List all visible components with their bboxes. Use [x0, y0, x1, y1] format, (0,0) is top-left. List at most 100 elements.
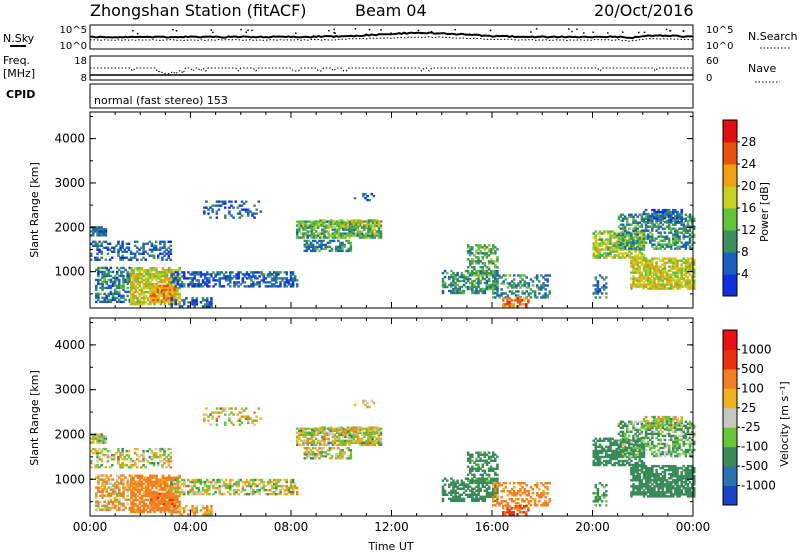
power-echo-cell	[509, 274, 511, 276]
velocity-echo-cell	[183, 491, 185, 493]
power-echo-cell	[595, 276, 597, 278]
power-echo-cell	[153, 255, 155, 257]
power-echo-cell	[224, 214, 226, 216]
velocity-echo-cell	[183, 479, 185, 481]
power-echo-cell	[488, 244, 490, 246]
power-echo-cell	[488, 278, 490, 280]
colorbar-tick-label: 28	[741, 135, 756, 149]
power-echo-cell	[505, 274, 507, 276]
power-echo-cell	[340, 219, 342, 221]
velocity-echo-cell	[332, 428, 334, 430]
power-echo-cell	[294, 275, 296, 277]
power-echo-cell	[513, 278, 515, 280]
velocity-echo-cell	[224, 421, 226, 423]
nsky-dot	[666, 29, 668, 31]
nsky-dot	[210, 29, 212, 31]
colorbar-segment	[723, 120, 737, 143]
nsky-dot	[669, 30, 671, 32]
colorbar-segment	[723, 252, 737, 275]
nsky-dot	[240, 29, 242, 31]
nsky-dot	[172, 29, 174, 31]
power-echo-cell	[105, 228, 107, 230]
power-echo-cell	[110, 267, 112, 269]
power-echo-cell	[109, 243, 111, 245]
power-echo-cell	[173, 295, 175, 297]
power-echo-cell	[198, 279, 200, 281]
nsky-dot	[333, 32, 335, 33]
velocity-echo-cell	[205, 407, 207, 409]
velocity-echo-cell	[332, 432, 334, 434]
colorbar-tick-label: 16	[741, 201, 756, 215]
power-echo-cell	[605, 286, 607, 288]
date-label: 20/Oct/2016	[594, 1, 694, 20]
power-echo-cell	[178, 267, 180, 269]
velocity-echo-cell	[185, 505, 187, 507]
power-echo-cell	[155, 267, 157, 269]
nave-trace	[90, 68, 693, 74]
nsky-dot	[683, 31, 685, 33]
power-echo-cell	[224, 200, 226, 202]
power-echo-cell	[170, 303, 172, 305]
nsky-dot	[137, 33, 139, 35]
velocity-echo-cell	[245, 407, 247, 409]
velocity-echo-cell	[173, 503, 175, 505]
power-echo-cell	[183, 283, 185, 285]
velocity-echo-cell	[214, 491, 216, 493]
velocity-echo-cell	[111, 464, 113, 466]
power-echo-cell	[662, 224, 664, 226]
power-echo-cell	[118, 279, 120, 281]
power-echo-cell	[324, 219, 326, 221]
power-echo-cell	[378, 221, 380, 223]
power-echo-cell	[630, 252, 632, 254]
velocity-echo-cell	[170, 448, 172, 450]
power-echo-cell	[100, 251, 102, 253]
colorbar-segment	[723, 230, 737, 253]
power-echo-cell	[456, 272, 458, 274]
power-echo-cell	[628, 228, 630, 230]
nsky-dot	[333, 29, 335, 31]
nsky-dot	[247, 29, 249, 31]
power-echo-cell	[105, 259, 107, 261]
power-echo-cell	[229, 285, 231, 287]
velocity-echo-cell	[155, 475, 157, 477]
nsky-dot	[393, 33, 395, 35]
power-echo-cell	[502, 297, 504, 299]
power-echo-cell	[366, 195, 368, 197]
power-echo-cell	[605, 296, 607, 298]
y-tick-label: 4000	[54, 132, 85, 146]
velocity-echo-cell	[203, 417, 205, 419]
nsky-dot	[622, 31, 624, 33]
velocity-echo-cell	[322, 447, 324, 449]
power-echo-cell	[527, 299, 529, 301]
velocity-echo-cell	[175, 507, 177, 509]
power-echo-cell	[678, 235, 680, 237]
colorbar-segment	[723, 208, 737, 231]
velocity-echo-cell	[350, 449, 352, 451]
velocity-echo-cell	[170, 466, 172, 468]
power-ylabel: Slant Range [km]	[28, 162, 41, 258]
velocity-echo-cell	[118, 486, 120, 488]
power-echo-cell	[163, 241, 165, 243]
velocity-echo-cell	[170, 505, 172, 507]
velocity-echo-cell	[260, 417, 262, 419]
power-echo-cell	[224, 206, 226, 208]
power-echo-cell	[241, 214, 243, 216]
velocity-echo-cell	[343, 451, 345, 453]
velocity-echo-cell	[163, 448, 165, 450]
power-echo-cell	[100, 257, 102, 259]
velocity-echo-cell	[208, 493, 210, 495]
power-echo-cell	[205, 200, 207, 202]
velocity-echo-cell	[223, 493, 225, 495]
power-echo-cell	[549, 290, 551, 292]
power-echo-cell	[544, 288, 546, 290]
velocity-echo-cell	[230, 407, 232, 409]
power-echo-cell	[532, 284, 534, 286]
nsky-dot	[355, 28, 357, 30]
nsky-dot	[369, 29, 371, 31]
power-echo-cell	[651, 234, 653, 236]
velocity-echo-cell	[196, 505, 198, 507]
velocity-echo-cell	[347, 426, 349, 428]
velocity-echo-cell	[311, 428, 313, 430]
freq-tick-bottom: 8	[81, 73, 87, 84]
